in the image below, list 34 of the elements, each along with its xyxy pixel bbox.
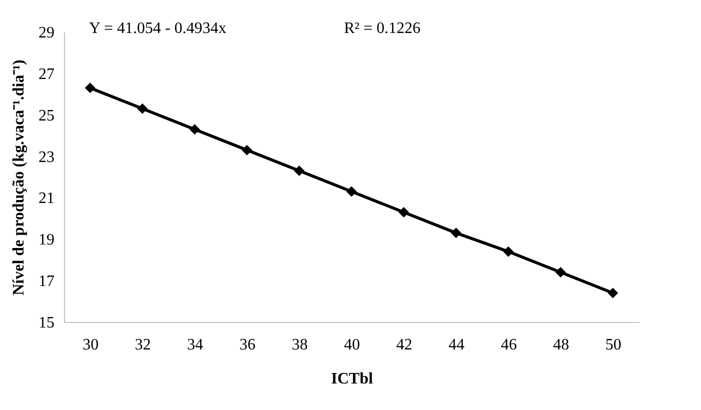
point xyxy=(450,228,462,238)
y-tick-label: 23 xyxy=(38,148,54,166)
annotation: R² = 0.1226 xyxy=(344,20,420,37)
y-tick-label: 19 xyxy=(38,232,54,249)
y-axis-title: Nível de produção (kg.vaca⁻¹.dia⁻¹) xyxy=(10,60,28,296)
point xyxy=(346,186,357,197)
y-tick-label: 29 xyxy=(38,24,54,42)
x-tick-label: 36 xyxy=(239,336,256,354)
y-tick-label: 21 xyxy=(38,190,54,208)
x-tick-label: 40 xyxy=(344,336,360,354)
y-tick-label: 15 xyxy=(38,314,54,332)
point xyxy=(555,267,566,278)
x-tick-label: 32 xyxy=(134,336,151,354)
x-tick-label: 38 xyxy=(292,336,308,354)
x-tick-label: 34 xyxy=(187,336,204,354)
x-tick-label: 42 xyxy=(396,336,412,354)
x-tick-label: 46 xyxy=(500,336,517,354)
x-tick-label: 44 xyxy=(448,336,465,354)
y-tick-label: 25 xyxy=(38,107,54,124)
point xyxy=(398,206,410,218)
point xyxy=(189,124,200,135)
annotation: Y = 41.054 - 0.4934x xyxy=(89,20,226,37)
point xyxy=(503,246,514,257)
x-axis-title: ICTbl xyxy=(331,370,374,388)
point xyxy=(294,166,304,176)
point xyxy=(84,82,96,94)
point xyxy=(242,144,252,156)
y-tick-label: 17 xyxy=(38,273,54,290)
x-tick-label: 48 xyxy=(553,336,570,354)
point xyxy=(137,103,148,114)
x-tick-label: 50 xyxy=(605,336,622,354)
point xyxy=(608,288,618,298)
x-tick-label: 30 xyxy=(82,336,99,354)
y-tick-label: 27 xyxy=(38,66,54,83)
